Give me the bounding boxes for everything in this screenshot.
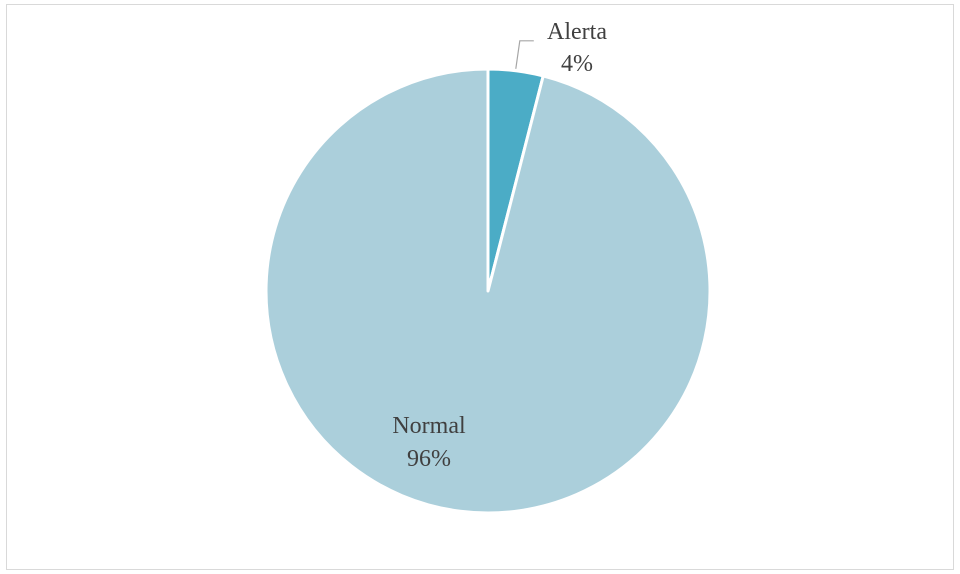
- slice-label-normal-name: Normal: [392, 413, 466, 439]
- pie-slices: [264, 67, 712, 515]
- slice-label-normal-percent: 96%: [407, 446, 451, 472]
- leader-line-alerta: [515, 40, 534, 69]
- pie-slice-normal: [264, 67, 712, 515]
- slice-labels: Alerta 4% Normal 96%: [392, 19, 607, 472]
- slice-label-alerta-percent: 4%: [561, 51, 593, 77]
- slice-label-alerta-name: Alerta: [547, 19, 607, 45]
